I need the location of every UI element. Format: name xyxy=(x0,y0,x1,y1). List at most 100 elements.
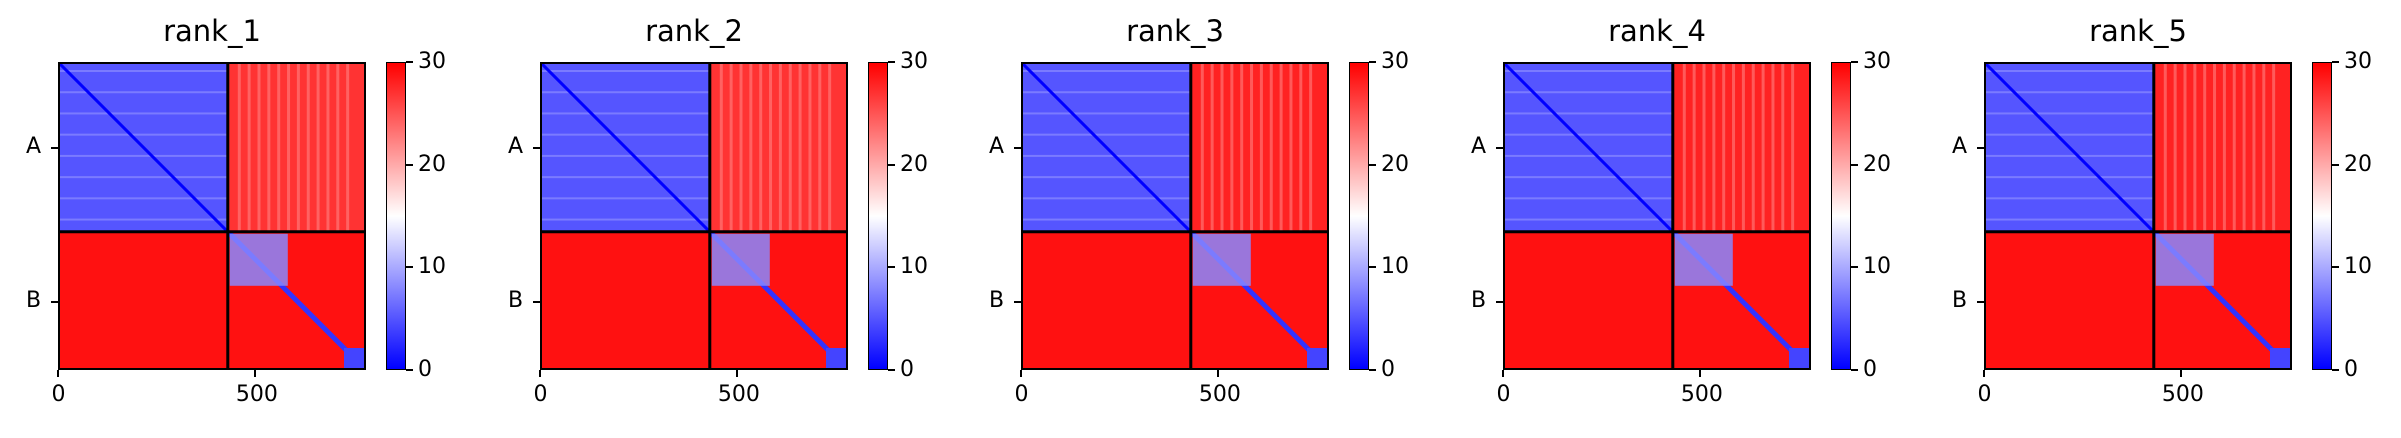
colorbar-tick-label: 0 xyxy=(1863,357,1877,382)
colorbar-tick-mark xyxy=(1851,61,1858,63)
x-tick-mark xyxy=(57,370,59,377)
block-b-a xyxy=(1984,231,2154,370)
texture-stripe xyxy=(2163,62,2167,232)
heatmap-svg xyxy=(1503,62,1811,370)
domain-patch xyxy=(711,233,770,286)
y-tick-label: A xyxy=(1952,133,1968,159)
domain-patch xyxy=(826,348,846,368)
colorbar-tick-mark xyxy=(406,266,413,269)
x-tick-label: 500 xyxy=(2161,382,2204,407)
texture-stripe xyxy=(1200,62,1204,232)
texture-stripe xyxy=(1781,62,1785,232)
colorbar-tick-label: 10 xyxy=(900,254,928,280)
x-tick-label: 500 xyxy=(235,382,278,407)
chart-title: rank_5 xyxy=(2089,14,2187,48)
texture-stripe xyxy=(1984,176,2154,179)
colorbar-tick-label: 10 xyxy=(1381,254,1409,280)
texture-stripe xyxy=(1984,218,2154,221)
plot-frame xyxy=(1021,62,1329,370)
heatmap-plot xyxy=(540,62,848,370)
colorbar xyxy=(1831,62,1851,370)
texture-stripe xyxy=(1230,62,1234,232)
texture-stripe xyxy=(540,154,710,157)
colorbar-tick-mark xyxy=(406,163,413,166)
texture-stripe xyxy=(540,112,710,115)
texture-stripe xyxy=(540,133,710,136)
domain-patch xyxy=(1307,348,1327,368)
x-tick-label: 500 xyxy=(1680,382,1723,407)
texture-stripe xyxy=(2232,62,2236,232)
colorbar-tick-label: 20 xyxy=(1863,151,1891,177)
domain-patch xyxy=(2270,348,2290,368)
x-tick-mark xyxy=(736,370,739,377)
colorbar-tick-mark xyxy=(888,266,895,269)
block-b-a xyxy=(540,231,710,370)
texture-stripe xyxy=(346,62,350,232)
texture-stripe xyxy=(540,218,710,221)
x-tick-mark xyxy=(1983,370,1985,377)
colorbar-tick-mark xyxy=(406,369,413,371)
texture-stripe xyxy=(1791,62,1795,232)
texture-stripe xyxy=(778,62,782,232)
diagonal-a xyxy=(58,62,229,233)
heatmap-svg xyxy=(1984,62,2292,370)
texture-stripe xyxy=(2173,62,2177,232)
colorbar-tick-mark xyxy=(1369,266,1376,269)
colorbar xyxy=(386,62,406,370)
texture-stripe xyxy=(1984,70,2154,72)
y-tick-label: B xyxy=(1952,287,1968,313)
colorbar-tick-label: 20 xyxy=(900,151,928,177)
texture-stripe xyxy=(1732,62,1736,232)
x-tick-label: 0 xyxy=(1496,382,1511,407)
texture-stripe xyxy=(58,91,228,94)
colorbar-tick-label: 10 xyxy=(1863,254,1891,280)
texture-stripe xyxy=(1503,154,1673,157)
texture-stripe xyxy=(1503,133,1673,136)
texture-stripe xyxy=(2193,62,2197,232)
domain-patch xyxy=(229,233,288,286)
x-tick-label: 0 xyxy=(1014,382,1029,407)
block-b-a xyxy=(58,231,228,370)
colorbar-tick-mark xyxy=(1369,369,1376,371)
texture-stripe xyxy=(1503,218,1673,221)
colorbar-tick-label: 10 xyxy=(2344,254,2372,280)
texture-stripe xyxy=(2272,62,2276,232)
texture-stripe xyxy=(749,62,753,232)
chart-title: rank_3 xyxy=(1126,14,1224,48)
texture-stripe xyxy=(2262,62,2266,232)
y-tick-label: A xyxy=(989,133,1005,159)
colorbar-tick-label: 0 xyxy=(418,357,432,382)
texture-stripe xyxy=(1984,91,2154,94)
y-tick-label: B xyxy=(508,287,524,313)
colorbar-tick-mark xyxy=(1851,369,1858,371)
y-tick-mark xyxy=(533,146,540,149)
heatmap-svg xyxy=(1021,62,1329,370)
plot-frame xyxy=(540,62,848,370)
x-tick-label: 0 xyxy=(1977,382,1992,407)
texture-stripe xyxy=(58,176,228,179)
texture-stripe xyxy=(1021,197,1191,200)
y-tick-label: B xyxy=(1471,287,1487,313)
colorbar-tick-mark xyxy=(2332,266,2339,269)
x-tick-label: 500 xyxy=(717,382,760,407)
texture-stripe xyxy=(1712,62,1716,232)
texture-stripe xyxy=(58,70,228,72)
plot-frame xyxy=(1503,62,1811,370)
colorbar-tick-mark xyxy=(1369,163,1376,166)
domain-patch xyxy=(1192,233,1251,286)
domain-patch xyxy=(344,348,364,368)
domain-patch xyxy=(2155,233,2214,286)
y-tick-label: B xyxy=(26,287,42,313)
texture-stripe xyxy=(1021,112,1191,115)
x-tick-mark xyxy=(2180,370,2183,377)
texture-stripe xyxy=(828,62,832,232)
y-tick-mark xyxy=(1014,146,1021,149)
domain-patch xyxy=(1674,233,1733,286)
colorbar-tick-label: 20 xyxy=(2344,151,2372,177)
chart-title: rank_4 xyxy=(1608,14,1706,48)
colorbar-tick-label: 30 xyxy=(1381,49,1409,74)
colorbar-tick-mark xyxy=(1851,163,1858,166)
texture-stripe xyxy=(296,62,300,232)
texture-stripe xyxy=(1021,154,1191,157)
